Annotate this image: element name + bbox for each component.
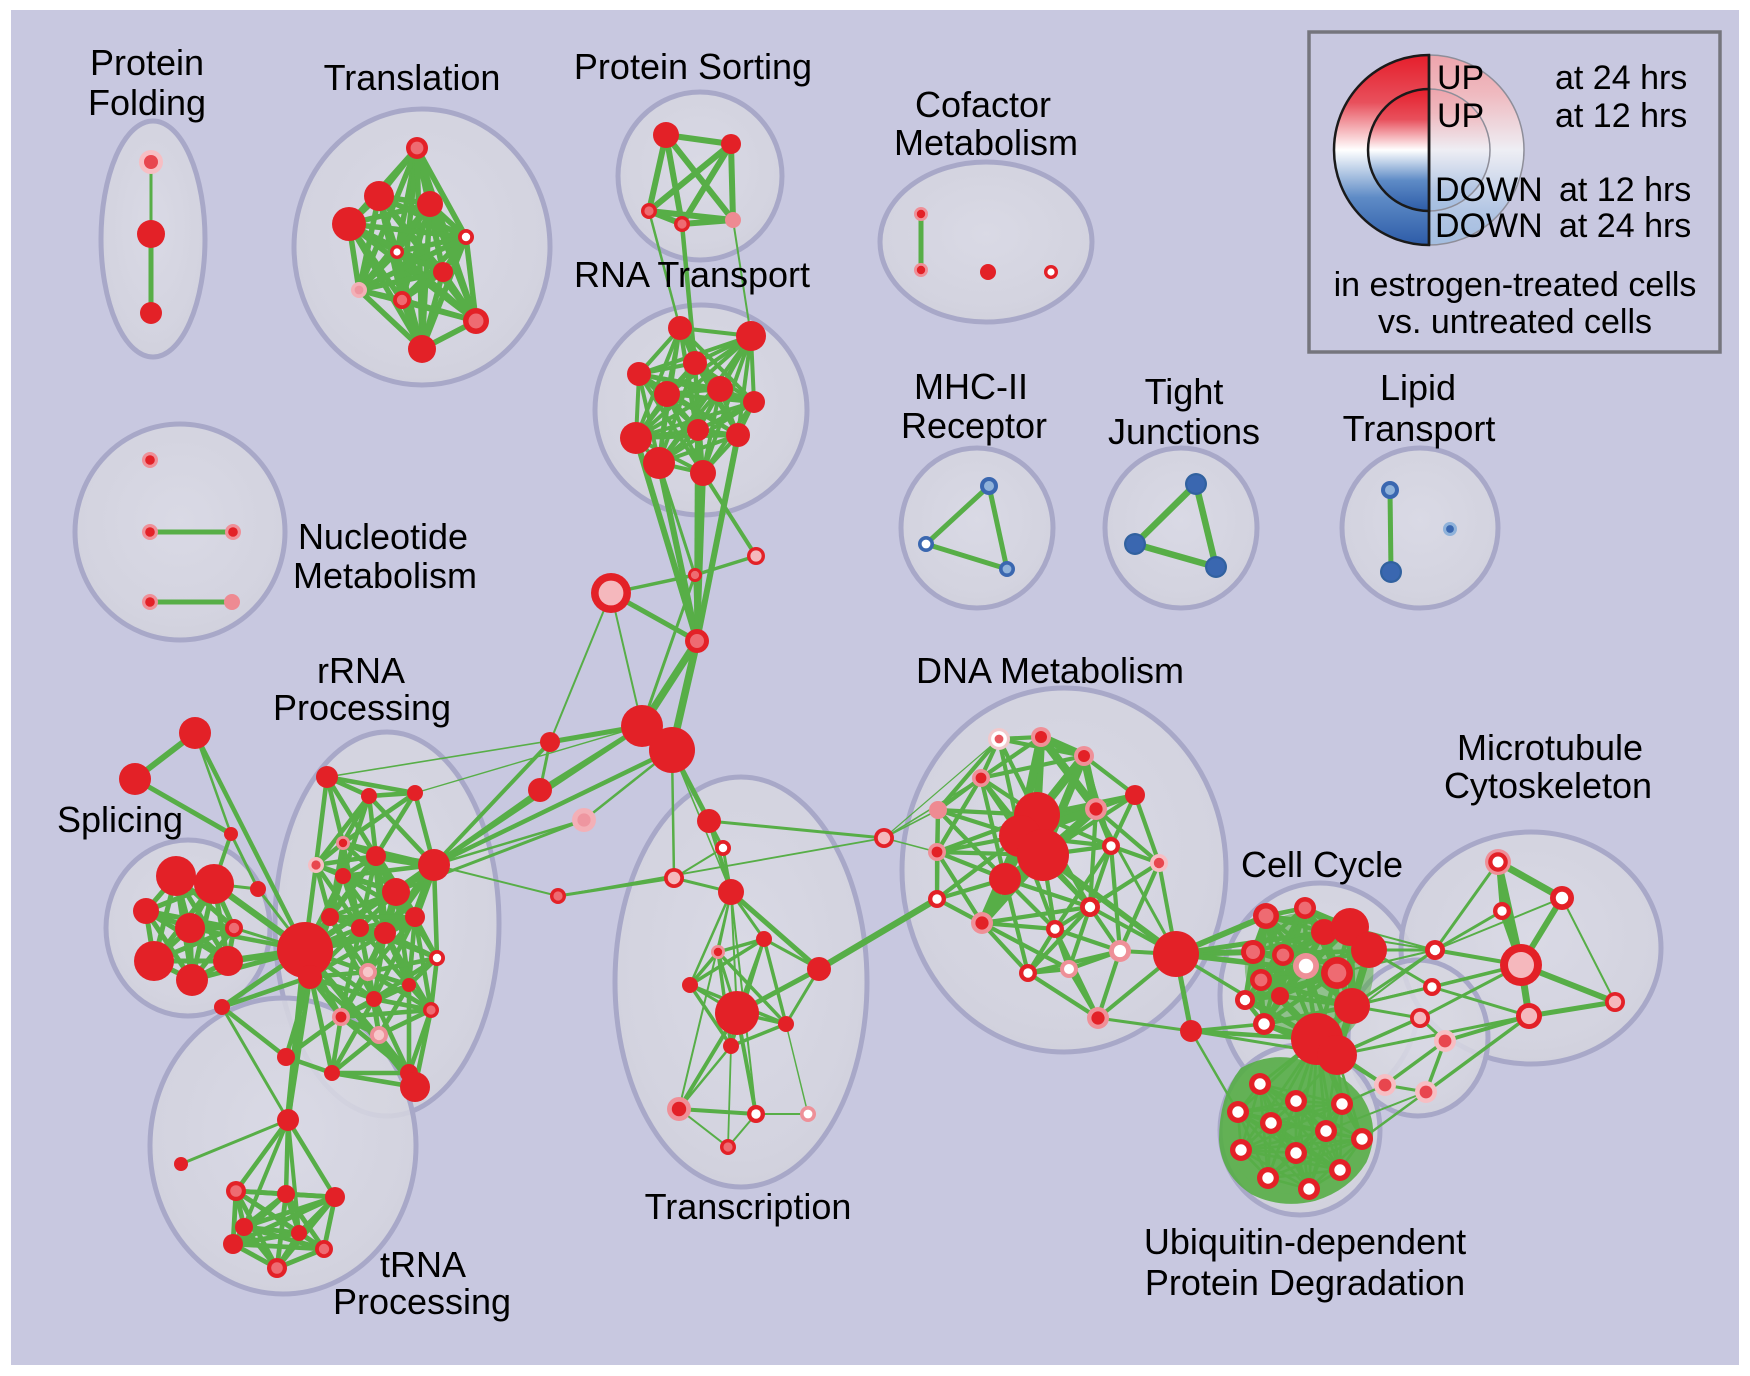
svg-text:tRNA: tRNA bbox=[380, 1244, 466, 1285]
svg-text:at 24 hrs: at 24 hrs bbox=[1559, 207, 1691, 245]
svg-text:Transcription: Transcription bbox=[645, 1186, 852, 1227]
svg-text:UP: UP bbox=[1437, 59, 1484, 97]
svg-text:Protein Sorting: Protein Sorting bbox=[574, 46, 812, 87]
svg-text:Processing: Processing bbox=[273, 687, 451, 728]
svg-text:UP: UP bbox=[1437, 97, 1484, 135]
svg-text:at 12 hrs: at 12 hrs bbox=[1559, 171, 1691, 209]
svg-text:rRNA: rRNA bbox=[317, 650, 405, 691]
svg-text:Metabolism: Metabolism bbox=[293, 555, 477, 596]
svg-text:MHC-II: MHC-II bbox=[914, 366, 1028, 407]
svg-text:Cytoskeleton: Cytoskeleton bbox=[1444, 765, 1652, 806]
svg-text:DOWN: DOWN bbox=[1435, 171, 1543, 209]
svg-text:Translation: Translation bbox=[324, 57, 501, 98]
svg-text:at 24 hrs: at 24 hrs bbox=[1555, 59, 1687, 97]
svg-text:Protein: Protein bbox=[90, 42, 204, 83]
svg-text:DOWN: DOWN bbox=[1435, 207, 1543, 245]
svg-text:Folding: Folding bbox=[88, 82, 206, 123]
svg-text:Tight: Tight bbox=[1145, 371, 1224, 412]
svg-text:Splicing: Splicing bbox=[57, 799, 183, 840]
svg-text:Nucleotide: Nucleotide bbox=[298, 516, 468, 557]
svg-text:Processing: Processing bbox=[333, 1281, 511, 1322]
svg-text:vs. untreated cells: vs. untreated cells bbox=[1378, 303, 1652, 341]
svg-text:Transport: Transport bbox=[1343, 408, 1496, 449]
svg-text:RNA Transport: RNA Transport bbox=[574, 254, 810, 295]
svg-text:Receptor: Receptor bbox=[901, 405, 1047, 446]
svg-text:Microtubule: Microtubule bbox=[1457, 727, 1643, 768]
svg-text:Ubiquitin-dependent: Ubiquitin-dependent bbox=[1144, 1221, 1466, 1262]
svg-text:Junctions: Junctions bbox=[1108, 411, 1260, 452]
svg-text:Metabolism: Metabolism bbox=[894, 122, 1078, 163]
svg-text:DNA Metabolism: DNA Metabolism bbox=[916, 650, 1184, 691]
svg-text:Cell Cycle: Cell Cycle bbox=[1241, 844, 1403, 885]
svg-text:Protein Degradation: Protein Degradation bbox=[1145, 1262, 1465, 1303]
svg-text:Lipid: Lipid bbox=[1380, 367, 1456, 408]
svg-text:Cofactor: Cofactor bbox=[915, 84, 1051, 125]
svg-text:in estrogen-treated cells: in estrogen-treated cells bbox=[1334, 266, 1697, 304]
svg-text:at 12 hrs: at 12 hrs bbox=[1555, 97, 1687, 135]
